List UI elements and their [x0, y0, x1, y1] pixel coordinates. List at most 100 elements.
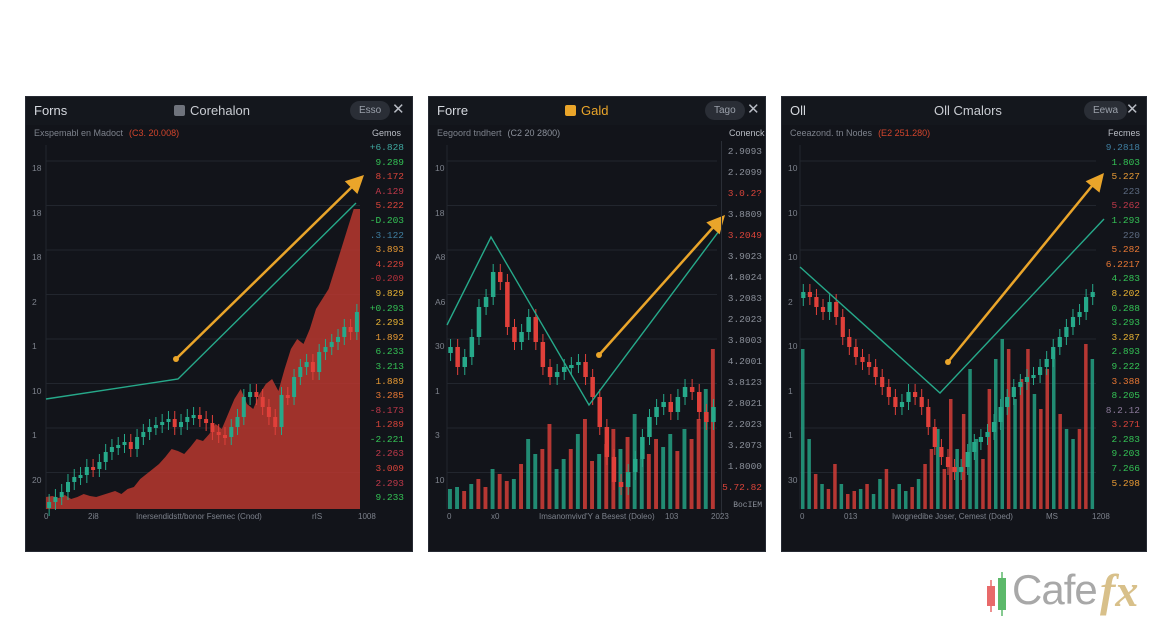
panel-title: Corehalon — [174, 103, 250, 118]
price-scale-value: 5.222 — [375, 200, 404, 212]
y-axis-label: 30 — [788, 474, 798, 485]
price-scale-value: 2.263 — [375, 448, 404, 460]
price-scale: 2.9093 2.2099 3.0.2? 3.8809 3.2049 3.9023 4.80… — [721, 141, 762, 515]
price-scale-value: 1.293 — [1111, 214, 1140, 226]
price-scale: 9.2818 1.803 5.227 223 5.262 1.293 220 5.282 6.2… — [1100, 141, 1140, 491]
panel-pill-button[interactable]: Tago — [705, 101, 745, 120]
price-scale-value: 3.2073 — [727, 440, 762, 451]
price-scale-value: 223 — [1122, 185, 1140, 197]
price-scale-value: 3.285 — [375, 390, 404, 402]
price-scale-value: 7.266 — [1111, 463, 1140, 475]
price-scale-value: 5.298 — [1111, 477, 1140, 489]
y-axis-label: 10 — [788, 341, 798, 351]
y-axis-label: 18 — [32, 252, 42, 262]
price-scale-value: 2.293 — [375, 317, 404, 329]
price-scale-value: 8.2.12 — [1105, 404, 1140, 416]
y-axis-label: A6 — [435, 296, 446, 307]
price-scale-value: 5.282 — [1111, 244, 1140, 256]
x-axis-label: 013 — [844, 512, 858, 521]
close-icon[interactable]: ✕ — [392, 101, 405, 118]
price-scale-footer: BocIEM — [733, 501, 762, 510]
price-scale-value: 9.222 — [1111, 360, 1140, 372]
subtitle-value: (C3. 20.008) — [129, 128, 180, 138]
y-axis-label: A8 — [435, 252, 446, 262]
price-scale-value: 8.172 — [375, 171, 404, 183]
price-scale-value: 4.229 — [375, 258, 404, 270]
x-axis-title: Imsanomvivd'Y a Besest (Doleo) — [539, 512, 655, 521]
price-scale-value: 6.2217 — [1105, 258, 1140, 270]
y-axis-label: 1 — [788, 385, 793, 396]
price-scale-value: -8.173 — [369, 404, 404, 416]
forex-correlation-panel: Forns Corehalon Esso ✕ Exspemabl en Mado… — [25, 96, 413, 552]
price-scale-value: 3.8809 — [727, 209, 762, 220]
price-scale-value: 9.203 — [1111, 448, 1140, 460]
price-scale-value: 5.262 — [1111, 200, 1140, 212]
x-axis-label: 2i8 — [88, 512, 99, 521]
price-scale-value: 5.227 — [1111, 171, 1140, 183]
subtitle-value: (E2 251.280) — [878, 128, 931, 138]
price-scale-value: 2.8021 — [727, 398, 762, 409]
scale-header: Fecmes — [1108, 128, 1141, 138]
price-scale-value: 3.8003 — [727, 335, 762, 346]
y-axis-label: 2 — [32, 296, 37, 307]
price-scale-value: 4.283 — [1111, 273, 1140, 285]
y-axis-label: 3 — [435, 430, 440, 440]
price-scale-value: 3.0.2? — [727, 188, 762, 199]
price-scale-value: 3.2083 — [727, 293, 762, 304]
y-axis-label: 10 — [435, 163, 445, 173]
forex-chart — [45, 145, 364, 516]
price-scale-value: 1.889 — [375, 375, 404, 387]
panel-pill-button[interactable]: Esso — [350, 101, 391, 120]
y-axis-label: 10 — [788, 252, 798, 262]
gold-bar-icon — [565, 105, 576, 116]
y-axis-label: 1 — [788, 430, 793, 440]
panel-subtitle: Exspemabl en Madoct (C3. 20.008) — [34, 128, 179, 138]
scale-header: Gemos — [372, 128, 402, 138]
price-scale-value: .3.122 — [369, 229, 404, 241]
price-scale-value: 5.72.82 — [722, 482, 762, 493]
x-axis-label: 2023 — [711, 512, 729, 521]
price-scale-value: 4.8024 — [727, 272, 762, 283]
x-axis-title: Inersendidstt/bonor Fsemec (Cnod) — [136, 512, 262, 521]
panel-pill-button[interactable]: Eewa — [1084, 101, 1128, 120]
y-axis-label: 10 — [32, 385, 42, 396]
scale-header: Conenck — [729, 128, 765, 138]
candlestick-logo-icon — [987, 572, 1006, 616]
close-icon[interactable]: ✕ — [747, 101, 760, 118]
price-scale-value: 4.2001 — [727, 356, 762, 367]
panel-subtitle: Ceeazond. tn Nodes (E2 251.280) — [790, 128, 930, 138]
x-axis-label: rIS — [312, 512, 323, 521]
x-axis-title: Iwognedibe Joser, Cemest (Doed) — [892, 512, 1013, 521]
price-scale-value: 1.803 — [1111, 156, 1140, 168]
price-scale-value: 2.9093 — [727, 146, 762, 157]
price-scale-value: 3.271 — [1111, 419, 1140, 431]
x-axis-label: 0 — [800, 512, 805, 521]
y-axis-label: 1 — [32, 341, 37, 351]
oil-chart — [799, 145, 1105, 509]
panel-subtitle: Eegoord tndhert (C2 20 2800) — [437, 128, 560, 138]
price-scale-value: 6.233 — [375, 346, 404, 358]
x-axis-label: 0 — [447, 512, 452, 521]
price-scale-value: -0.209 — [369, 273, 404, 285]
subtitle-text: Eegoord tndhert — [437, 128, 502, 138]
y-axis-label: 10 — [788, 163, 798, 173]
close-icon[interactable]: ✕ — [1126, 101, 1139, 118]
x-axis-label: 1208 — [1092, 512, 1110, 521]
price-scale-value: 3.287 — [1111, 331, 1140, 343]
oil-panel: Oll Oll Cmalors Eewa ✕ Ceeazond. tn Node… — [781, 96, 1147, 552]
logo-suffix: fx — [1100, 565, 1139, 616]
price-scale-value: A.129 — [375, 185, 404, 197]
x-axis-label: MS — [1046, 512, 1058, 521]
price-scale-value: 3.009 — [375, 463, 404, 475]
panel-header: Forns Corehalon Esso ✕ — [26, 97, 412, 125]
price-scale-value: 1.892 — [375, 331, 404, 343]
price-scale-value: 2.2099 — [727, 167, 762, 178]
y-axis-label: 18 — [32, 207, 42, 218]
price-scale-value: 2.2023 — [727, 419, 762, 430]
panel-market-label: Forns — [34, 103, 68, 118]
y-axis-label: 2 — [788, 296, 793, 307]
price-scale-value: 3.2049 — [727, 230, 762, 241]
y-axis-label: 1 — [32, 430, 37, 440]
panel-title: Oll Cmalors — [934, 103, 1002, 118]
panel-market-label: Forre — [437, 103, 469, 118]
